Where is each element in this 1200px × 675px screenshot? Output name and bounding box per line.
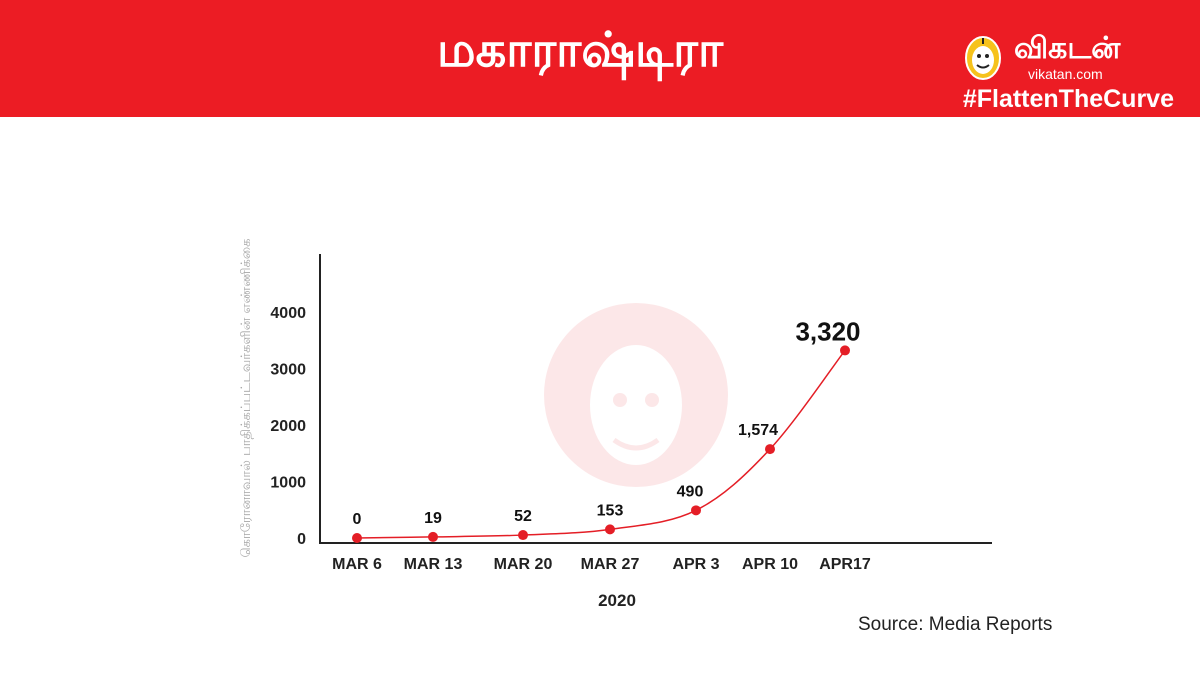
brand-site: vikatan.com bbox=[1028, 66, 1103, 82]
data-point bbox=[428, 531, 438, 542]
x-tick-label: MAR 13 bbox=[404, 556, 463, 573]
data-point bbox=[605, 524, 615, 535]
x-tick-label: APR17 bbox=[819, 556, 871, 573]
watermark-mascot-icon bbox=[544, 303, 728, 487]
data-label: 153 bbox=[597, 502, 624, 519]
page-title: மகாராஷ்டிரா bbox=[436, 22, 724, 78]
x-tick-label: APR 10 bbox=[742, 556, 798, 573]
data-point bbox=[691, 505, 701, 516]
data-point bbox=[352, 533, 362, 543]
brand-block: விகடன் vikatan.com #FlattenTheCurve bbox=[963, 31, 1174, 114]
x-tick-label: APR 3 bbox=[672, 556, 719, 573]
y-tick-label: 4000 bbox=[270, 305, 306, 322]
data-point bbox=[840, 345, 850, 356]
y-tick-label: 2000 bbox=[270, 418, 306, 435]
x-axis-label: 2020 bbox=[598, 591, 636, 610]
y-tick-label: 1000 bbox=[270, 475, 306, 492]
source-note: Source: Media Reports bbox=[858, 614, 1053, 635]
y-axis-label: கொரோனாவால் பாதிக்கப்பட்டவர்களின் எண்ணிக்… bbox=[239, 239, 254, 558]
data-label: 52 bbox=[514, 508, 532, 525]
brand-name: விகடன் bbox=[1014, 31, 1121, 66]
x-tick-label: MAR 6 bbox=[332, 556, 382, 573]
line-chart: கொரோனாவால் பாதிக்கப்பட்டவர்களின் எண்ணிக்… bbox=[239, 239, 992, 610]
x-tick-label: MAR 20 bbox=[494, 556, 553, 573]
data-label: 19 bbox=[424, 510, 442, 527]
data-label: 490 bbox=[677, 483, 704, 500]
data-label: 1,574 bbox=[738, 422, 778, 439]
data-label: 0 bbox=[353, 511, 362, 528]
x-tick-label: MAR 27 bbox=[581, 556, 640, 573]
data-label: 3,320 bbox=[795, 316, 860, 346]
hashtag: #FlattenTheCurve bbox=[962, 85, 1174, 113]
vikatan-mascot-icon bbox=[965, 36, 1001, 80]
header-banner: மகாராஷ்டிரா விகடன் vikatan.com #FlattenT… bbox=[0, 0, 1200, 117]
data-point bbox=[518, 530, 528, 541]
data-point bbox=[765, 444, 775, 455]
y-tick-label: 3000 bbox=[270, 362, 306, 379]
y-tick-label: 0 bbox=[297, 531, 306, 548]
